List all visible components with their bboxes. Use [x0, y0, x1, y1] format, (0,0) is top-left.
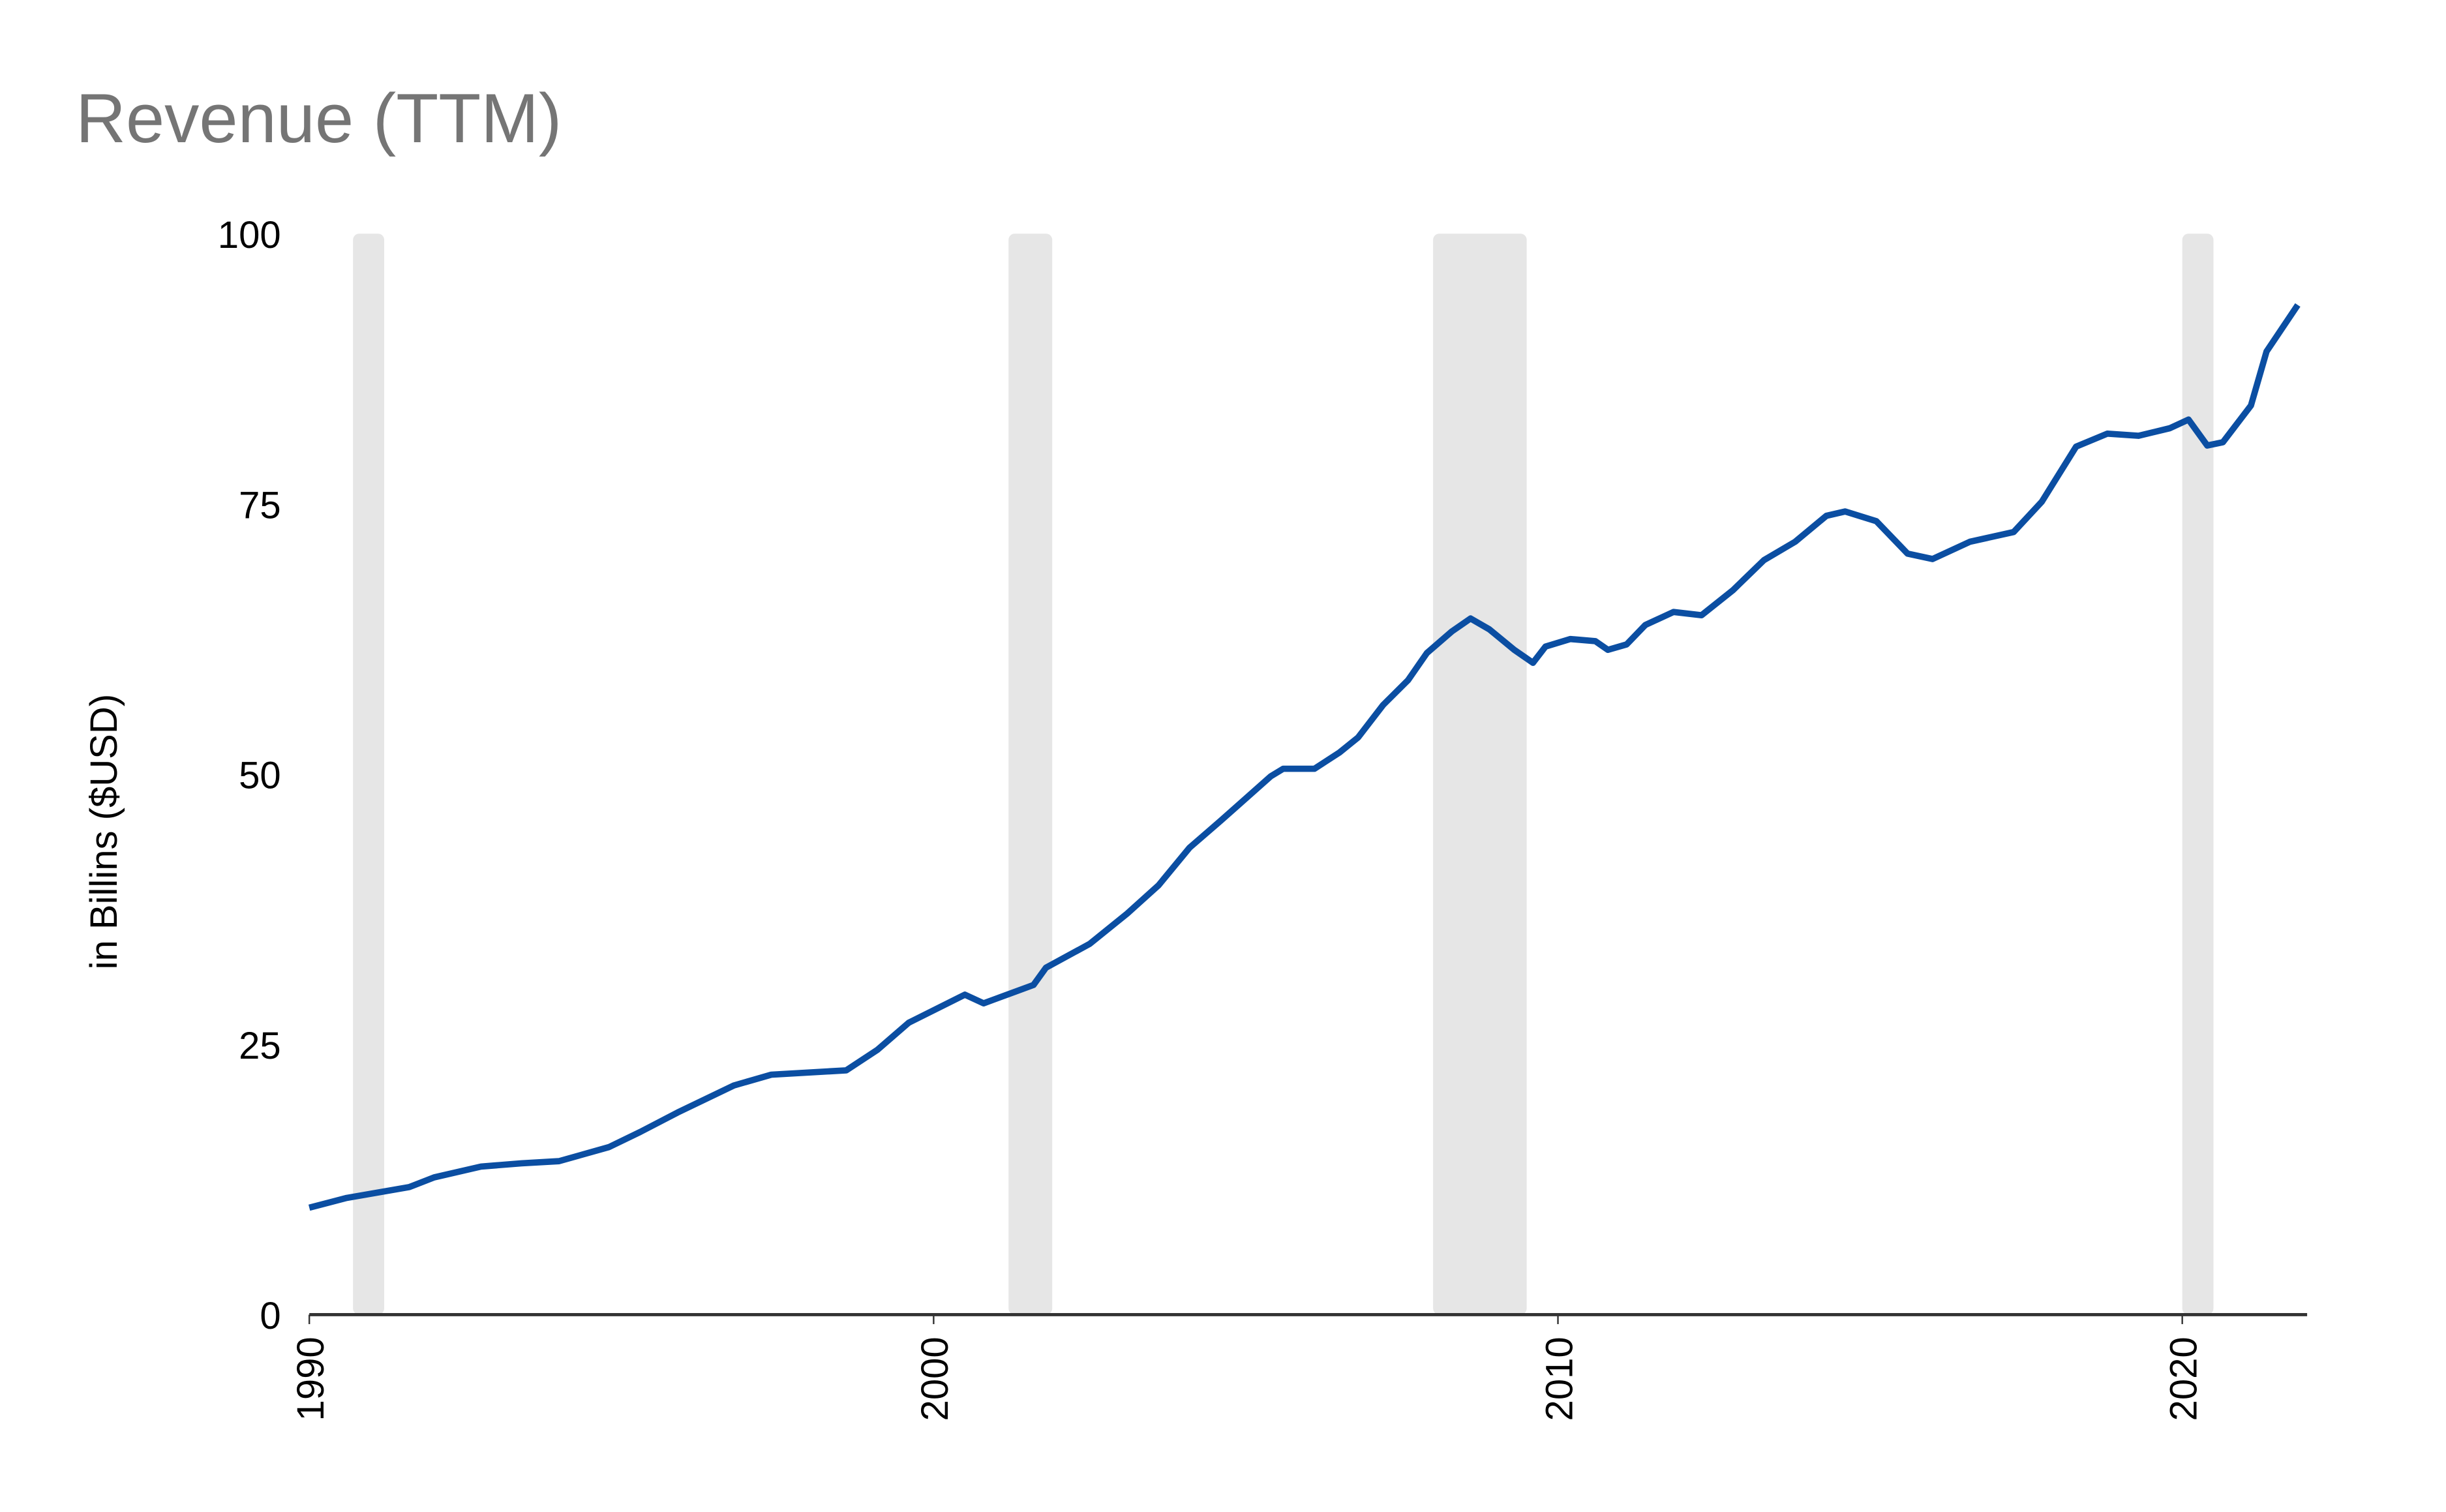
line-series: [308, 303, 2301, 1211]
recession-band: [353, 234, 385, 1315]
y-axis-label: in Billins ($USD): [83, 694, 125, 970]
y-tick-label: 100: [218, 214, 281, 256]
recession-band: [2182, 234, 2214, 1315]
x-tick-label: 2000: [914, 1337, 956, 1421]
y-tick-label: 0: [260, 1295, 280, 1337]
y-tick-label: 50: [239, 755, 281, 797]
x-tick-label: 1990: [290, 1337, 332, 1421]
x-tick-label: 2020: [2162, 1337, 2205, 1421]
recession-band: [1433, 234, 1527, 1315]
x-tick-label: 2010: [1538, 1337, 1580, 1421]
recession-band: [1008, 234, 1053, 1315]
y-tick-label: 75: [239, 484, 281, 526]
chart-title: Revenue (TTM): [76, 80, 562, 157]
y-tick-label: 25: [239, 1025, 281, 1067]
